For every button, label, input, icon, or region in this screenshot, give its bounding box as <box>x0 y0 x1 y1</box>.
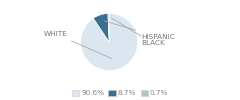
Wedge shape <box>93 14 109 42</box>
Text: BLACK: BLACK <box>111 18 165 46</box>
Wedge shape <box>81 13 138 71</box>
Text: WHITE: WHITE <box>44 31 112 59</box>
Wedge shape <box>108 13 109 42</box>
Legend: 90.6%, 8.7%, 0.7%: 90.6%, 8.7%, 0.7% <box>72 90 168 96</box>
Text: HISPANIC: HISPANIC <box>105 21 175 40</box>
